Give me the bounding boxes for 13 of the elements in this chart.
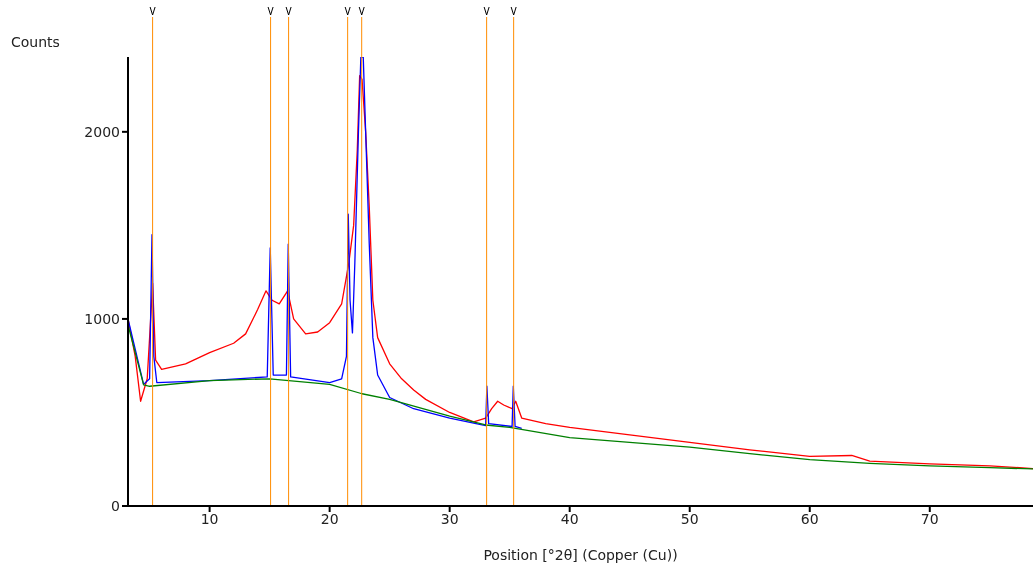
y-tick-label: 2000 bbox=[84, 123, 120, 140]
x-tick-label: 60 bbox=[800, 510, 819, 527]
y-axis-title: Counts bbox=[11, 34, 60, 50]
x-tick-label: 10 bbox=[200, 510, 219, 527]
x-axis-title: Position [°2θ] (Copper (Cu)) bbox=[483, 547, 678, 563]
x-tick-label: 50 bbox=[680, 510, 699, 527]
y-tick-label: 1000 bbox=[84, 310, 120, 327]
y-tick-label: 0 bbox=[111, 497, 120, 514]
x-tick-label: 30 bbox=[440, 510, 459, 527]
x-tick-label: 40 bbox=[560, 510, 579, 527]
x-tick-label: 70 bbox=[920, 510, 939, 527]
x-tick-label: 20 bbox=[320, 510, 339, 527]
line-series bbox=[128, 57, 523, 430]
